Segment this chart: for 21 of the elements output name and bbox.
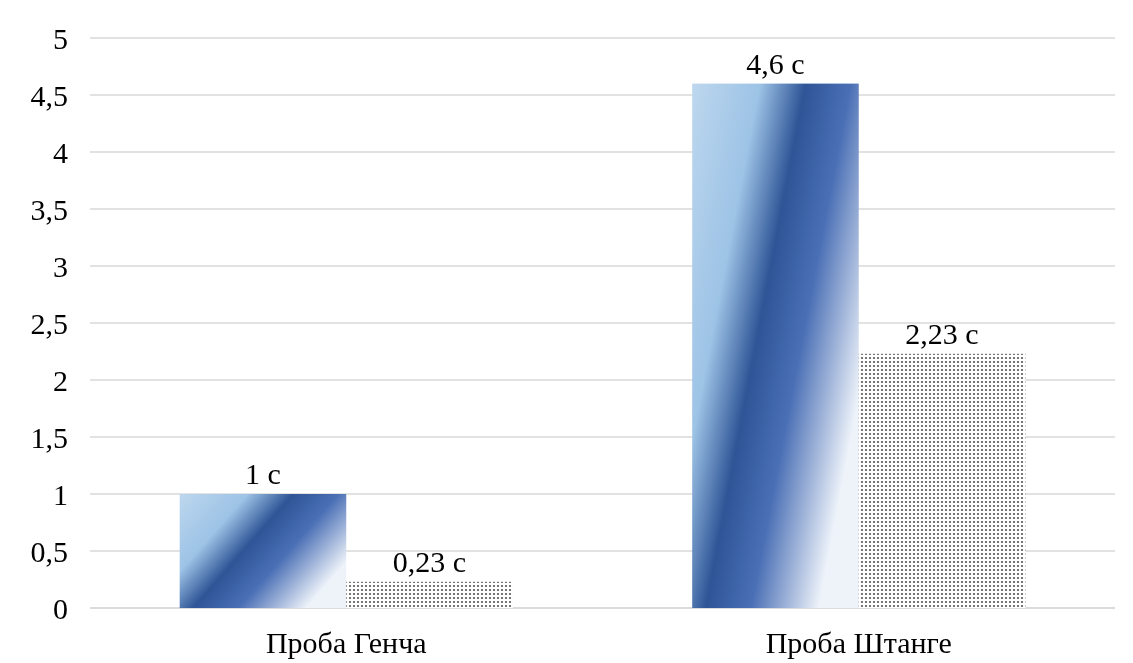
- y-tick-label: 1: [53, 477, 68, 511]
- y-tick-label: 2,5: [30, 306, 68, 340]
- y-tick-label: 3,5: [30, 192, 68, 226]
- data-label: 1 с: [245, 457, 281, 490]
- bar: [858, 353, 1026, 608]
- y-tick-label: 5: [53, 21, 68, 55]
- data-label: 4,6 с: [746, 46, 805, 80]
- bar: [692, 83, 859, 608]
- y-tick-label: 3: [53, 249, 68, 283]
- data-label: 2,23 с: [905, 316, 979, 350]
- y-tick-label: 4: [53, 135, 68, 169]
- y-tick-label: 1,5: [30, 420, 68, 454]
- x-tick-label: Проба Штанге: [765, 626, 952, 659]
- y-tick-label: 0: [53, 591, 68, 625]
- data-label: 0,23 с: [392, 544, 467, 578]
- y-tick-label: 2: [53, 363, 68, 397]
- bar: [179, 494, 347, 608]
- bar: [346, 581, 513, 608]
- x-tick-label: Проба Генча: [265, 626, 427, 659]
- y-tick-label: 0,5: [30, 534, 68, 568]
- y-tick-label: 4,5: [30, 78, 68, 112]
